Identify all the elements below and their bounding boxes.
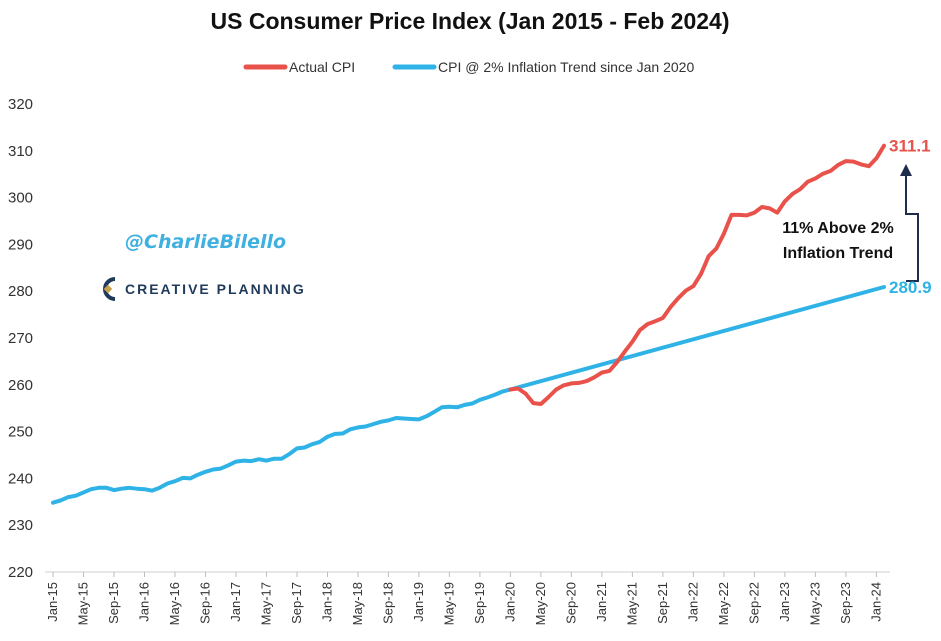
x-tick-label: May-16 (167, 582, 182, 625)
x-axis: Jan-15 May-15 Sep-15 Jan-16 May-16 Sep-16 Jan-… (45, 572, 883, 625)
x-tick-label: Sep-18 (380, 582, 395, 624)
x-tick-label: May-17 (259, 582, 274, 625)
twitter-handle: @CharlieBilello (125, 231, 286, 253)
x-tick-label: Jan-17 (228, 582, 243, 622)
company-name: CREATIVE PLANNING (125, 281, 306, 297)
y-tick-label: 260 (8, 377, 33, 394)
y-axis: 220 230 240 250 260 270 280 290 300 310 320 (8, 96, 33, 581)
series-cpi-2pct-trend (51, 285, 886, 505)
annotation-line1: 11% Above 2% (782, 220, 893, 237)
annotation-line2: Inflation Trend (783, 245, 893, 262)
x-tick-label: Jan-24 (868, 582, 883, 622)
x-tick-label: Sep-20 (563, 582, 578, 624)
legend-label-actual: Actual CPI (289, 59, 355, 75)
legend: Actual CPI CPI @ 2% Inflation Trend sinc… (243, 59, 694, 75)
x-tick-label: May-19 (441, 582, 456, 625)
y-tick-label: 320 (8, 96, 33, 113)
creative-planning-icon (103, 277, 116, 301)
y-tick-label: 270 (8, 330, 33, 347)
x-tick-label: Jan-15 (45, 582, 60, 622)
y-tick-label: 220 (8, 564, 33, 581)
y-tick-label: 230 (8, 517, 33, 534)
end-label-trend: 280.9 (889, 278, 932, 297)
annotation-arrow-shaft (905, 175, 919, 282)
y-tick-label: 290 (8, 236, 33, 253)
y-tick-label: 310 (8, 143, 33, 160)
x-tick-label: Jan-19 (411, 582, 426, 622)
x-tick-label: Jan-22 (685, 582, 700, 622)
x-tick-label: Jan-20 (502, 582, 517, 622)
x-tick-label: Sep-16 (198, 582, 213, 624)
x-tick-label: Jan-18 (320, 582, 335, 622)
y-tick-label: 240 (8, 470, 33, 487)
chart-title: US Consumer Price Index (Jan 2015 - Feb … (211, 8, 730, 34)
x-tick-label: May-21 (624, 582, 639, 625)
x-tick-label: May-18 (350, 582, 365, 625)
x-tick-label: Sep-22 (746, 582, 761, 624)
y-tick-label: 300 (8, 190, 33, 207)
x-tick-label: May-22 (716, 582, 731, 625)
end-label-actual: 311.1 (889, 137, 931, 156)
x-tick-label: Jan-23 (777, 582, 792, 622)
creative-planning-logo: CREATIVE PLANNING (103, 277, 306, 301)
x-tick-label: Jan-21 (594, 582, 609, 622)
x-tick-label: Sep-21 (655, 582, 670, 624)
annotation-arrowhead-icon (900, 164, 912, 176)
x-tick-label: Sep-17 (289, 582, 304, 624)
x-tick-label: Jan-16 (137, 582, 152, 622)
x-tick-label: May-20 (533, 582, 548, 625)
series-line-actual (508, 143, 886, 406)
x-tick-label: May-23 (807, 582, 822, 625)
x-tick-label: May-15 (76, 582, 91, 625)
y-tick-label: 280 (8, 283, 33, 300)
y-tick-label: 250 (8, 424, 33, 441)
legend-label-trend: CPI @ 2% Inflation Trend since Jan 2020 (438, 59, 694, 75)
series-line-trend (51, 285, 886, 505)
x-tick-label: Sep-23 (838, 582, 853, 624)
x-tick-label: Sep-15 (106, 582, 121, 624)
series-actual-cpi (508, 143, 886, 406)
x-tick-label: Sep-19 (472, 582, 487, 624)
